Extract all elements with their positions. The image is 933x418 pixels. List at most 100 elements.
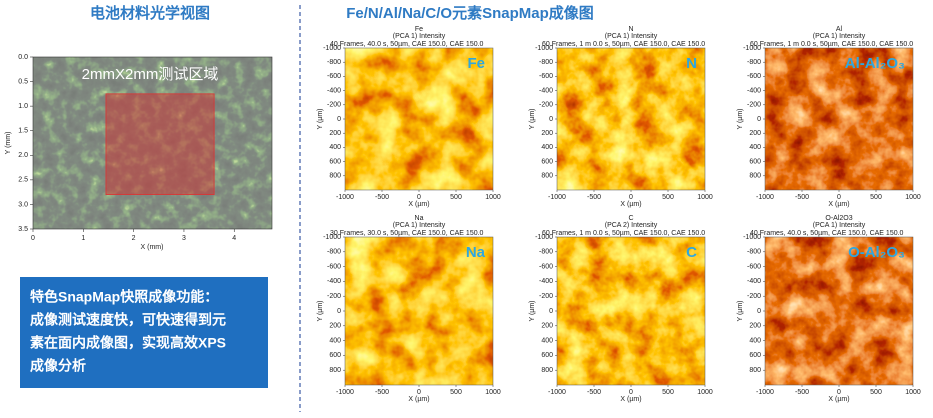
y-tick-label: 2.0 [18, 152, 28, 159]
map-component: (PCA 1) Intensity [813, 33, 866, 40]
map-acquisition: 30 Frames, 30.0 s, 50µm, CAE 150.0, CAE … [330, 230, 484, 237]
y-tick-label: 3.0 [18, 201, 28, 208]
y-tick-label: 1.0 [18, 103, 28, 110]
map-component: (PCA 1) Intensity [813, 222, 866, 229]
map-name: C [628, 215, 633, 222]
y-tick-label: 400 [329, 144, 341, 151]
y-tick-label: 800 [329, 173, 341, 180]
y-tick-label: 600 [749, 352, 761, 359]
y-tick-label: -200 [539, 293, 553, 300]
y-tick-label: -200 [327, 293, 341, 300]
x-tick-label: -1000 [548, 194, 566, 201]
y-axis-label: Y (µm) [529, 300, 536, 321]
map-component: (PCA 2) Intensity [605, 222, 658, 229]
y-tick-label: 0 [337, 308, 341, 315]
y-tick-label: -1000 [535, 45, 553, 52]
y-tick-label: 200 [749, 130, 761, 137]
x-tick-label: 500 [662, 194, 674, 201]
y-tick-label: 600 [541, 352, 553, 359]
map-component: (PCA 1) Intensity [393, 33, 446, 40]
y-tick-label: -400 [747, 87, 761, 94]
heatmap [345, 237, 493, 385]
x-axis-label: X (µm) [408, 201, 429, 208]
x-tick-label: 500 [450, 194, 462, 201]
x-axis-label: X (mm) [141, 244, 164, 251]
x-tick-label: 500 [870, 194, 882, 201]
y-axis-label: Y (µm) [317, 300, 324, 321]
optical-image [33, 57, 272, 229]
right-title: Fe/N/Al/Na/C/O元素SnapMap成像图 [346, 4, 594, 22]
x-tick-label: 500 [450, 389, 462, 396]
note-line: 成像分析 [30, 358, 86, 374]
x-tick-label: 0 [629, 389, 633, 396]
map-component: (PCA 1) Intensity [605, 33, 658, 40]
x-tick-label: 0 [417, 389, 421, 396]
heatmap [765, 237, 913, 385]
y-tick-label: -600 [747, 73, 761, 80]
y-axis-label: Y (mm) [5, 132, 12, 155]
map-name: Al [836, 26, 843, 33]
x-axis-label: X (µm) [828, 396, 849, 403]
map-name: N [628, 26, 633, 33]
y-tick-label: -800 [327, 249, 341, 256]
x-tick-label: 1000 [697, 194, 713, 201]
x-tick-label: 1000 [485, 194, 501, 201]
x-tick-label: -500 [795, 194, 809, 201]
y-tick-label: -600 [327, 73, 341, 80]
y-tick-label: 400 [749, 337, 761, 344]
note-box [20, 277, 268, 388]
map-acquisition: 60 Frames, 1 m 0.0 s, 50µm, CAE 150.0, C… [750, 41, 913, 48]
y-tick-label: 600 [749, 158, 761, 165]
y-tick-label: 800 [541, 367, 553, 374]
y-tick-label: 800 [329, 367, 341, 374]
y-tick-label: 0 [757, 308, 761, 315]
x-tick-label: 0 [837, 194, 841, 201]
heatmap [765, 48, 913, 190]
x-tick-label: -500 [587, 194, 601, 201]
y-tick-label: -1000 [743, 234, 761, 241]
x-tick-label: -1000 [756, 389, 774, 396]
y-tick-label: 800 [749, 173, 761, 180]
y-tick-label: -800 [747, 59, 761, 66]
test-region [105, 93, 215, 195]
x-tick-label: -500 [375, 389, 389, 396]
y-tick-label: -400 [539, 278, 553, 285]
y-tick-label: -200 [747, 102, 761, 109]
y-tick-label: 0.5 [18, 78, 28, 85]
y-tick-label: -400 [539, 87, 553, 94]
y-tick-label: 200 [541, 323, 553, 330]
y-tick-label: -400 [747, 278, 761, 285]
x-axis-label: X (µm) [620, 396, 641, 403]
heatmap [557, 237, 705, 385]
map-label: Na [466, 244, 486, 261]
x-tick-label: 3 [182, 235, 186, 242]
x-axis-label: X (µm) [828, 201, 849, 208]
y-tick-label: 2.5 [18, 177, 28, 184]
y-tick-label: 0.0 [18, 54, 28, 61]
y-axis-label: Y (µm) [317, 108, 324, 129]
note-line: 特色SnapMap快照成像功能： [30, 289, 218, 305]
note-line: 素在面内成像图，实现高效XPS [30, 335, 226, 351]
y-tick-label: 400 [541, 144, 553, 151]
map-acquisition: 40 Frames, 40.0 s, 50µm, CAE 150.0, CAE … [330, 41, 484, 48]
x-tick-label: 4 [232, 235, 236, 242]
y-tick-label: -600 [539, 263, 553, 270]
map-component: (PCA 1) Intensity [393, 222, 446, 229]
y-tick-label: -600 [327, 263, 341, 270]
x-tick-label: -1000 [336, 194, 354, 201]
region-label: 2mmX2mm测试区域 [82, 66, 219, 83]
map-name: Fe [415, 26, 423, 33]
x-tick-label: -500 [375, 194, 389, 201]
map-name: O-Al2O3 [825, 215, 852, 222]
y-tick-label: -1000 [743, 45, 761, 52]
x-axis-label: X (µm) [620, 201, 641, 208]
y-tick-label: -600 [747, 263, 761, 270]
y-axis-label: Y (µm) [529, 108, 536, 129]
x-tick-label: 0 [837, 389, 841, 396]
x-tick-label: -1000 [336, 389, 354, 396]
y-tick-label: 0 [337, 116, 341, 123]
y-tick-label: -800 [539, 59, 553, 66]
x-tick-label: -500 [795, 389, 809, 396]
x-axis-label: X (µm) [408, 396, 429, 403]
